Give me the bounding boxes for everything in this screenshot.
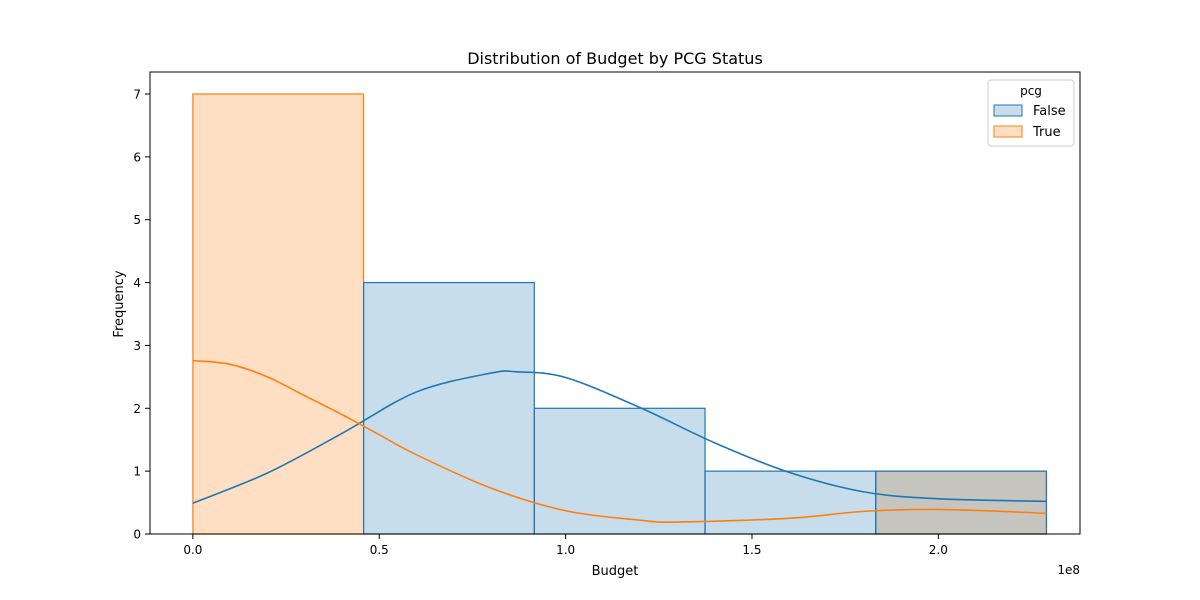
y-tick-label: 6	[133, 150, 141, 164]
y-tick-label: 7	[133, 88, 141, 102]
y-tick-label: 2	[133, 402, 141, 416]
x-tick-label: 0.0	[183, 543, 202, 557]
bar-false-3	[704, 470, 877, 535]
chart-title: Distribution of Budget by PCG Status	[467, 49, 763, 68]
y-tick-label: 0	[133, 528, 141, 542]
bars-true	[192, 93, 1048, 535]
kde-line-true	[192, 359, 1047, 523]
x-tick-label: 2.0	[929, 543, 948, 557]
legend-swatch-true	[993, 125, 1023, 138]
x-tick-label: 0.5	[370, 543, 389, 557]
bar-false-1	[362, 281, 535, 535]
legend-label-true: True	[1032, 125, 1061, 140]
legend: pcg False True	[987, 79, 1075, 147]
x-tick-label: 1.0	[556, 543, 575, 557]
legend-label-false: False	[1033, 104, 1066, 119]
y-axis-label: Frequency	[112, 270, 127, 337]
y-tick-label: 5	[133, 213, 141, 227]
x-tick-label: 1.5	[742, 543, 761, 557]
y-tick-label: 1	[133, 465, 141, 479]
bar-false-2	[533, 407, 706, 535]
legend-title: pcg	[1020, 84, 1042, 98]
plot-area: 0.0 0.5 1.0 1.5 2.0 0 1 2 3 4 5 6 7	[133, 71, 1081, 557]
x-axis-label: Budget	[592, 564, 639, 579]
kde-line-false	[192, 370, 1047, 504]
axes-frame	[149, 71, 1081, 535]
bars-false	[362, 281, 1048, 535]
legend-swatch-false	[993, 104, 1023, 117]
x-axis-offset-label: 1e8	[1057, 563, 1080, 577]
bar-true-0	[192, 93, 365, 535]
y-tick-label: 3	[133, 339, 141, 353]
legend-box	[987, 79, 1075, 147]
bar-false-4	[875, 470, 1048, 535]
y-tick-label: 4	[133, 276, 141, 290]
